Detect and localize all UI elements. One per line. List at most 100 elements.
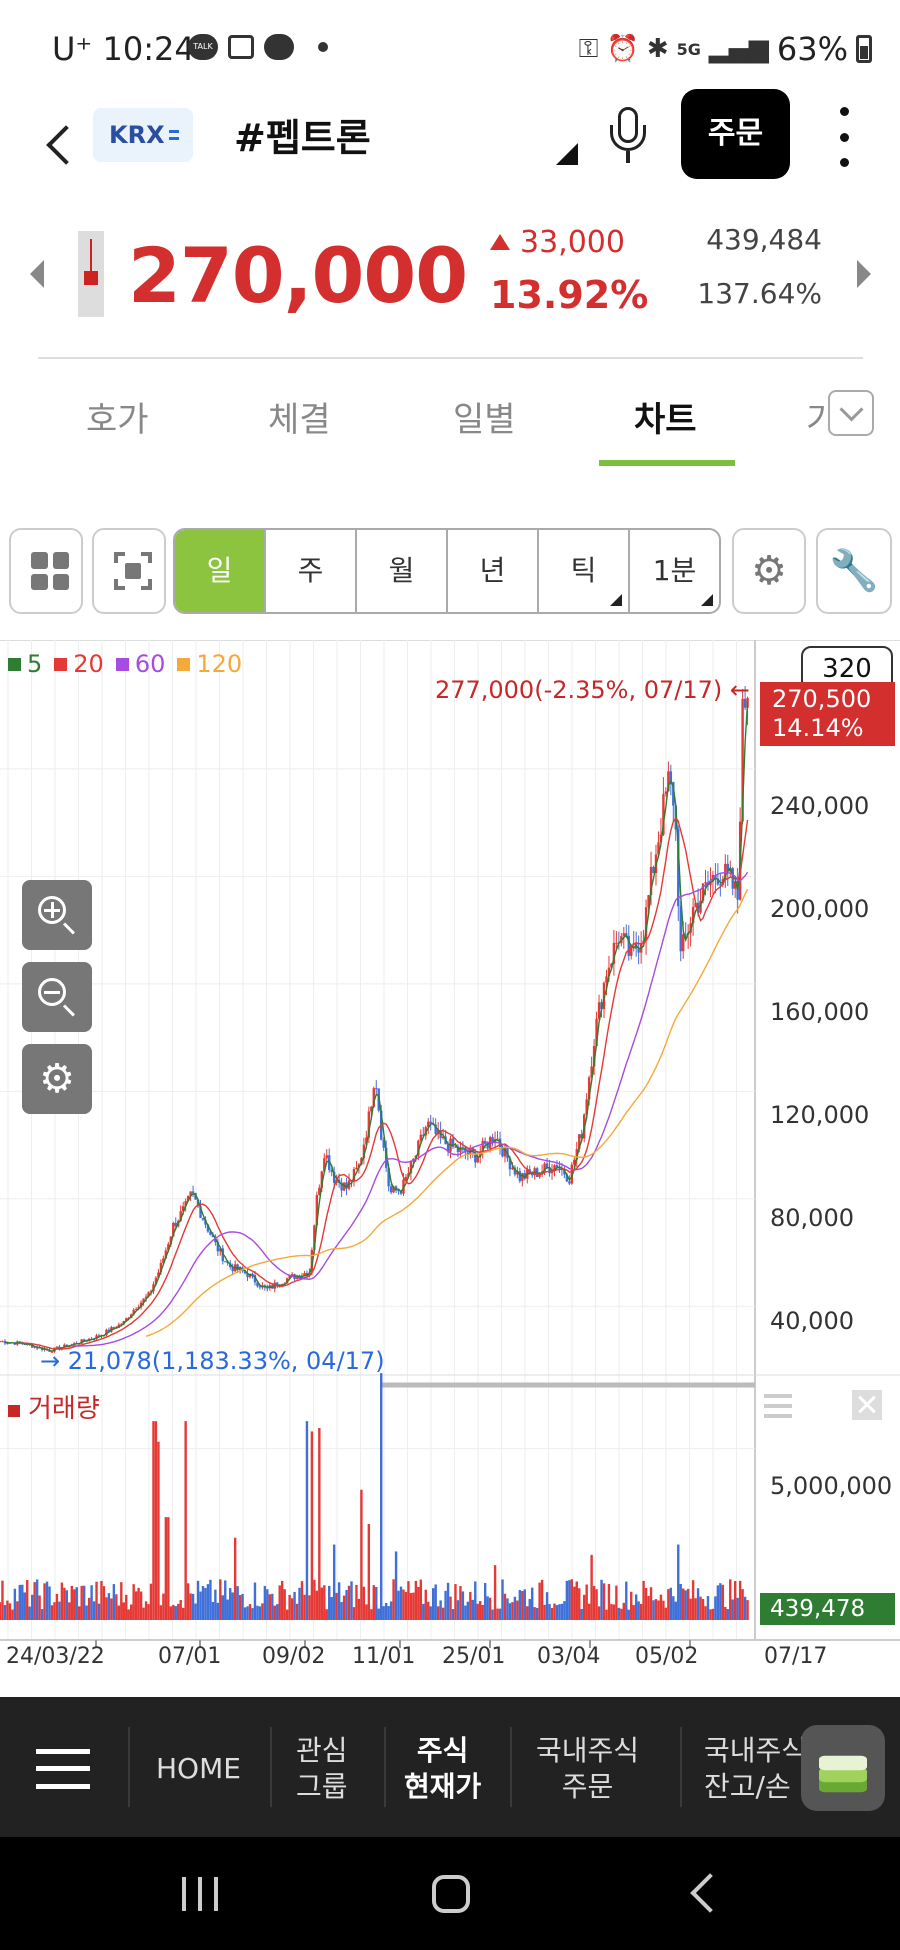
volume-bar (204, 1587, 207, 1620)
candle-body (615, 942, 618, 944)
chevron-down-icon[interactable] (828, 390, 874, 436)
order-button[interactable]: 주문 (681, 89, 790, 179)
next-stock-icon[interactable] (857, 260, 871, 288)
dropdown-corner-icon (610, 594, 622, 606)
volume-bar (248, 1604, 252, 1620)
gear-icon: ⚙ (39, 1056, 75, 1102)
candle-body (565, 1174, 569, 1182)
volume-bar (127, 1609, 130, 1620)
volume-bar (483, 1583, 487, 1620)
period-minute[interactable]: 1분 (630, 530, 719, 612)
volume-bar (335, 1592, 338, 1620)
nav-domestic-order[interactable]: 국내주식 주문 (536, 1734, 640, 1803)
volume-bar (620, 1608, 623, 1620)
tab-chart[interactable]: 차트 (634, 400, 697, 440)
candle-body (578, 1134, 581, 1150)
volume-bar (231, 1592, 234, 1620)
price-chart[interactable]: 5 20 60 120 320 277,000(-2.35%, 07/17) ←… (0, 640, 900, 1690)
volume-bar (167, 1517, 170, 1620)
volume-bar (429, 1606, 432, 1620)
candle-body (682, 934, 685, 952)
tab-more-item[interactable]: 기 (806, 400, 826, 440)
nav-domestic-balance[interactable]: 국내주식 잔고/손 (704, 1734, 804, 1803)
candle-body (474, 1151, 477, 1163)
candle-body (429, 1121, 432, 1124)
volume-bar (647, 1595, 650, 1620)
candle-body (236, 1264, 239, 1271)
volume-bar (637, 1601, 640, 1620)
candle-body (251, 1273, 254, 1276)
nav-home[interactable]: HOME (156, 1752, 241, 1785)
recents-icon[interactable] (182, 1877, 218, 1911)
menu-icon[interactable] (764, 1394, 792, 1418)
candle-body (248, 1273, 252, 1278)
candle-body (370, 1106, 373, 1112)
volume-bar (427, 1601, 430, 1620)
nav-separator (384, 1727, 386, 1807)
zoom-in-button[interactable] (22, 880, 92, 950)
candle-body (112, 1327, 116, 1329)
prev-stock-icon[interactable] (30, 260, 44, 288)
period-month[interactable]: 월 (357, 530, 448, 612)
volume-bar (233, 1537, 237, 1620)
back-icon[interactable] (40, 115, 80, 175)
zoom-out-button[interactable] (22, 962, 92, 1032)
candle-body (172, 1222, 175, 1237)
period-day[interactable]: 일 (175, 530, 266, 612)
candle-body (662, 793, 665, 835)
nav-separator (270, 1727, 272, 1807)
more-notifications-icon (318, 42, 328, 52)
volume-bar (129, 1604, 133, 1620)
volume-bar (162, 1593, 165, 1620)
period-tick[interactable]: 틱 (539, 530, 630, 612)
volume-bar (28, 1606, 31, 1620)
menu-icon[interactable] (36, 1749, 90, 1789)
candle-body (731, 868, 734, 889)
more-options-icon[interactable] (836, 107, 852, 167)
volume-bar (271, 1593, 274, 1620)
chart-canvas[interactable] (0, 640, 900, 1690)
candle-body (466, 1152, 470, 1155)
layout-button[interactable] (9, 528, 83, 614)
candle-body (154, 1277, 158, 1285)
layers-icon[interactable] (801, 1725, 885, 1811)
tab-bar: 호가 체결 일별 차트 기 (0, 380, 900, 470)
tab-daily[interactable]: 일별 (453, 400, 516, 440)
nav-stock-price[interactable]: 주식 현재가 (404, 1734, 482, 1803)
exchange-badge[interactable]: KRX (93, 108, 193, 162)
volume-bar (709, 1609, 712, 1620)
chart-options-button[interactable]: ⚙ (22, 1044, 92, 1114)
system-back-icon[interactable] (690, 1873, 730, 1913)
stock-name[interactable]: #펩트론 (234, 116, 371, 160)
microphone-icon[interactable] (606, 107, 650, 165)
chart-tools-button[interactable]: 🔧 (816, 528, 892, 614)
volume-bar (587, 1603, 591, 1620)
tab-orderbook[interactable]: 호가 (86, 400, 149, 440)
chart-settings-button[interactable]: ⚙ (732, 528, 806, 614)
volume-bar (461, 1591, 465, 1620)
period-year[interactable]: 년 (448, 530, 539, 612)
stock-dropdown-icon[interactable] (556, 143, 578, 165)
candle-body (511, 1167, 514, 1170)
fullscreen-button[interactable] (92, 528, 166, 614)
volume-bar (568, 1580, 571, 1620)
volume-bar (238, 1595, 242, 1620)
volume-bar (694, 1598, 697, 1620)
nav-watchlist[interactable]: 관심 그룹 (296, 1734, 348, 1803)
candle-body (97, 1335, 101, 1337)
candle-body (152, 1284, 155, 1291)
volume-bar (464, 1605, 467, 1620)
volume-bar (362, 1586, 366, 1620)
volume-bar (714, 1596, 717, 1620)
volume-bar (345, 1589, 348, 1620)
home-icon[interactable] (432, 1875, 470, 1913)
volume-bar (654, 1599, 658, 1620)
close-icon[interactable] (852, 1390, 882, 1420)
tab-trades[interactable]: 체결 (268, 400, 331, 440)
volume-bar (251, 1608, 254, 1620)
period-week[interactable]: 주 (266, 530, 357, 612)
candle-body (516, 1171, 519, 1175)
volume-bar (21, 1584, 24, 1620)
volume-bar (377, 1608, 380, 1620)
volume-tick-label: 5,000,000 (770, 1472, 893, 1500)
